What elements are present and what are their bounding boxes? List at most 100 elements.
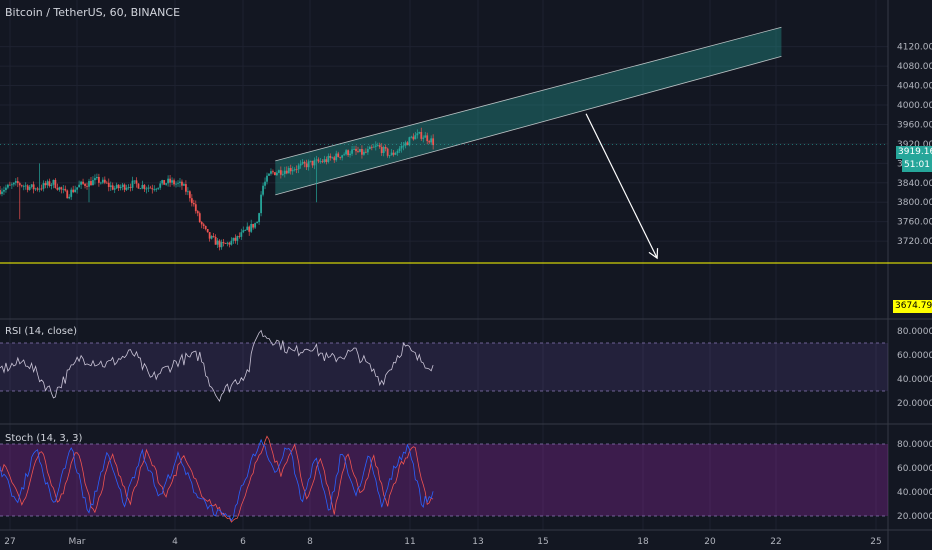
- stoch-band: [0, 444, 888, 516]
- candle-body: [111, 185, 114, 190]
- candle-body: [390, 152, 393, 156]
- candle-body: [20, 185, 23, 187]
- rsi-label: RSI (14, close): [5, 326, 78, 337]
- stoch-d-line: [0, 435, 434, 523]
- candle-body: [315, 159, 318, 161]
- candle-body: [10, 184, 13, 186]
- candle-body: [366, 149, 369, 153]
- candle-body: [7, 184, 9, 188]
- candle-body: [327, 155, 330, 162]
- candle-body: [38, 188, 41, 190]
- candle-body: [248, 226, 251, 232]
- candle-body: [56, 187, 59, 190]
- candle-body: [333, 157, 336, 161]
- candle-body: [155, 188, 158, 190]
- time-tick-label: 11: [404, 537, 415, 547]
- candle-body: [32, 184, 35, 190]
- candle-body: [200, 222, 203, 225]
- candle-body: [62, 188, 65, 190]
- candle-body: [105, 182, 108, 184]
- parallel-channel[interactable]: [275, 26, 782, 196]
- candle-body: [364, 151, 367, 153]
- candle-body: [149, 187, 152, 189]
- candle-body: [329, 155, 332, 158]
- candle-body: [323, 159, 326, 163]
- candle-body: [254, 223, 257, 228]
- candle-body: [127, 187, 130, 188]
- stoch-k-line: [0, 438, 434, 522]
- candle-body: [392, 152, 395, 155]
- candle-body: [125, 187, 128, 190]
- candle-body: [317, 159, 320, 162]
- candle-body: [275, 172, 278, 176]
- stoch-tick-label: 20.0000: [897, 512, 932, 522]
- candle-body: [97, 177, 100, 183]
- candle-body: [353, 148, 355, 150]
- candle-body: [196, 211, 199, 214]
- stoch-label: Stoch (14, 3, 3): [5, 433, 83, 444]
- candle-body: [285, 170, 288, 174]
- candle-body: [321, 161, 324, 163]
- candle-body: [224, 243, 227, 244]
- candle-body: [46, 181, 49, 186]
- candle-body: [372, 146, 375, 148]
- candle-body: [420, 132, 423, 139]
- candle-body: [355, 148, 357, 152]
- candle-body: [386, 148, 389, 156]
- candle-body: [260, 194, 262, 214]
- candle-body: [396, 151, 399, 154]
- time-tick-label: 27: [4, 537, 15, 547]
- candle-body: [188, 191, 191, 199]
- candle-body: [107, 182, 110, 187]
- price-tick-label: 3720.00: [897, 237, 932, 247]
- candle-body: [153, 189, 156, 191]
- candle-body: [101, 179, 104, 183]
- candle-body: [169, 178, 171, 183]
- candle-body: [305, 163, 308, 168]
- candle-body: [117, 184, 120, 189]
- candle-body: [351, 149, 353, 154]
- candle-body: [173, 180, 175, 185]
- candle-body: [137, 183, 140, 189]
- candle-body: [30, 184, 33, 187]
- candle-body: [121, 184, 124, 187]
- candle-body: [325, 159, 328, 162]
- candle-body: [143, 184, 146, 190]
- candle-body: [12, 182, 15, 185]
- candle-body: [194, 204, 197, 212]
- candle-body: [175, 183, 177, 185]
- candle-body: [210, 236, 213, 239]
- candle-body: [8, 184, 11, 186]
- candle-body: [92, 180, 94, 186]
- candle-body: [186, 191, 189, 193]
- candle-body: [139, 188, 142, 190]
- candle-body: [88, 181, 90, 187]
- candle-body: [90, 181, 92, 186]
- candle-body: [319, 161, 322, 163]
- candle-body: [96, 177, 98, 179]
- candle-body: [94, 178, 96, 181]
- candle-body: [78, 184, 81, 188]
- candle-body: [234, 237, 237, 241]
- candle-body: [382, 146, 385, 154]
- candle-body: [270, 171, 272, 174]
- current-price-badge: 3919.16: [896, 146, 932, 159]
- candle-body: [236, 236, 239, 241]
- candle-body: [384, 146, 387, 149]
- candle-body: [230, 240, 233, 245]
- candle-body: [167, 178, 170, 184]
- candle-body: [115, 184, 118, 189]
- candle-body: [0, 190, 1, 194]
- candle-body: [50, 184, 53, 186]
- candle-body: [216, 240, 219, 245]
- candle-body: [22, 185, 25, 187]
- candle-body: [432, 138, 435, 146]
- candle-body: [244, 230, 247, 231]
- candle-body: [262, 185, 264, 195]
- candle-body: [426, 135, 429, 142]
- candle-body: [26, 185, 29, 190]
- candle-body: [222, 242, 225, 244]
- candle-body: [313, 160, 316, 166]
- candle-body: [131, 180, 134, 188]
